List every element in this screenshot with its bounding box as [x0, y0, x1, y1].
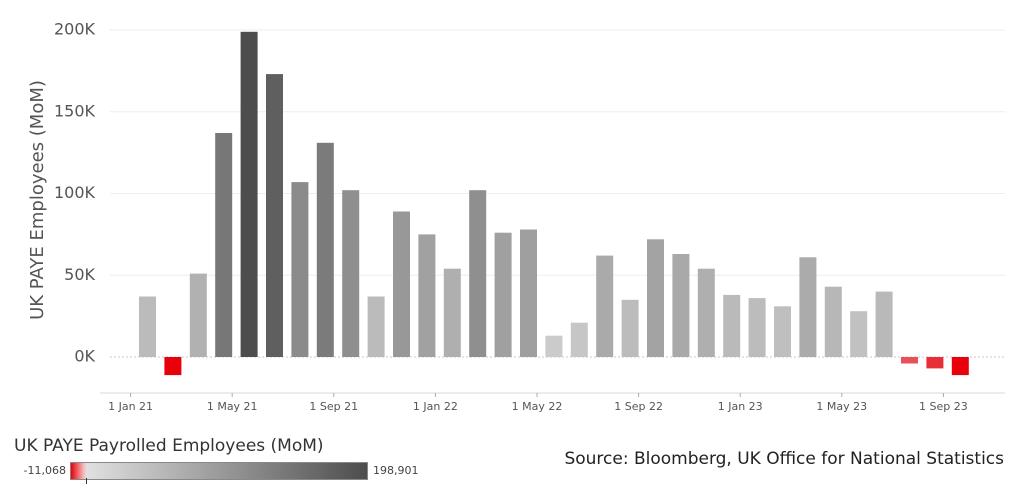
bar-2023-06	[850, 311, 868, 357]
bar-2023-05	[824, 286, 842, 357]
y-tick-label: 0K	[74, 347, 95, 366]
bar-2022-10	[647, 239, 664, 357]
bar-2021-10	[342, 190, 360, 357]
bar-2022-03	[469, 190, 487, 357]
x-tick-label: 1 Sep 23	[919, 400, 968, 413]
bar-2022-11	[672, 254, 690, 357]
bar-2021-07	[266, 74, 283, 357]
bar-2022-09	[621, 299, 639, 357]
bar-2021-12	[393, 211, 410, 357]
y-tick-label: 200K	[54, 20, 96, 39]
x-tick-label: 1 Sep 22	[614, 400, 663, 413]
color-scale-zero-marker	[86, 478, 87, 484]
x-tick-label: 1 May 22	[512, 400, 563, 413]
bar-2023-10	[951, 357, 969, 376]
bar-2023-08	[901, 357, 918, 364]
x-tick-label: 1 May 21	[207, 400, 258, 413]
bar-2023-01	[723, 294, 741, 357]
bar-2023-02	[748, 298, 766, 357]
bar-2022-01	[418, 234, 436, 357]
bar-2023-04	[799, 257, 817, 357]
color-scale-min-label: -11,068	[23, 464, 66, 477]
color-scale-bar	[70, 462, 368, 480]
bar-2023-09	[926, 357, 944, 369]
bars	[139, 31, 969, 376]
y-axis-ticks: 0K 50K 100K 150K 200K	[54, 20, 96, 366]
bar-2022-02	[443, 268, 461, 357]
color-scale-max-label: 198,901	[373, 464, 419, 477]
x-tick-label: 1 Sep 21	[309, 400, 358, 413]
bar-2022-05	[520, 229, 537, 357]
x-tick-label: 1 Jan 23	[718, 400, 763, 413]
y-tick-label: 50K	[64, 265, 95, 284]
x-tick-label: 1 Jan 21	[108, 400, 153, 413]
bar-2021-06	[240, 31, 258, 358]
bar-2021-02	[139, 296, 156, 357]
bar-2021-09	[316, 142, 334, 357]
bar-2022-12	[697, 268, 715, 357]
bar-2022-06	[545, 335, 563, 357]
bar-2023-03	[774, 306, 791, 357]
x-axis: 1 Jan 21 1 May 21 1 Sep 21 1 Jan 22 1 May 22…	[100, 392, 1005, 413]
y-tick-label: 150K	[54, 101, 96, 120]
bar-2022-07	[570, 322, 588, 357]
bar-2022-04	[494, 232, 512, 357]
bar-2021-05	[215, 133, 233, 357]
legend-title: UK PAYE Payrolled Employees (MoM)	[14, 436, 324, 456]
source-note: Source: Bloomberg, UK Office for Nationa…	[564, 449, 1004, 469]
x-tick-label: 1 Jan 22	[413, 400, 458, 413]
bar-2021-11	[367, 296, 385, 357]
y-axis-label: UK PAYE Employees (MoM)	[27, 80, 48, 320]
bar-2021-03	[164, 357, 182, 376]
bar-2021-08	[291, 182, 309, 357]
x-tick-label: 1 May 23	[816, 400, 867, 413]
bar-2022-08	[596, 255, 614, 357]
y-tick-label: 100K	[54, 183, 96, 202]
bar-2023-07	[875, 291, 893, 357]
bar-2021-04	[189, 273, 207, 357]
